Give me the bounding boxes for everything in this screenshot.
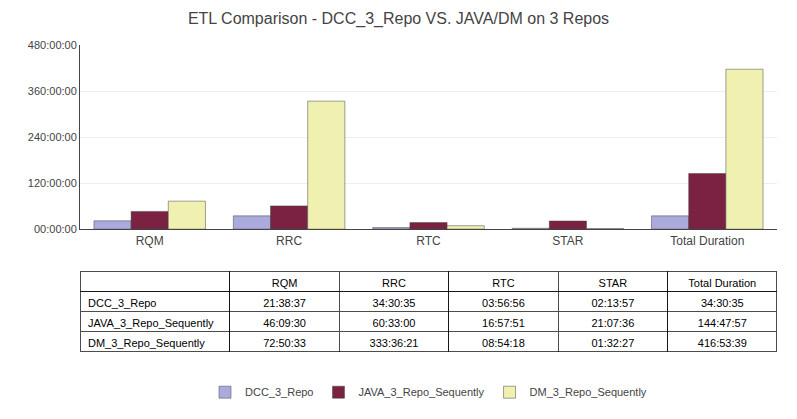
svg-text:03:56:56: 03:56:56 bbox=[482, 297, 525, 309]
svg-text:46:09:30: 46:09:30 bbox=[263, 317, 306, 329]
svg-text:RTC: RTC bbox=[492, 277, 514, 289]
svg-text:02:13:57: 02:13:57 bbox=[591, 297, 634, 309]
svg-text:08:54:18: 08:54:18 bbox=[482, 337, 525, 349]
svg-text:RQM: RQM bbox=[272, 277, 298, 289]
svg-text:RTC: RTC bbox=[416, 234, 441, 248]
svg-text:STAR: STAR bbox=[599, 277, 628, 289]
svg-text:JAVA_3_Repo_Sequently: JAVA_3_Repo_Sequently bbox=[358, 386, 484, 398]
svg-text:01:32:27: 01:32:27 bbox=[591, 337, 634, 349]
svg-text:RQM: RQM bbox=[136, 234, 164, 248]
svg-text:240:00:00: 240:00:00 bbox=[28, 131, 77, 143]
svg-text:416:53:39: 416:53:39 bbox=[698, 337, 747, 349]
svg-text:Total Duration: Total Duration bbox=[670, 234, 744, 248]
svg-text:144:47:57: 144:47:57 bbox=[698, 317, 747, 329]
svg-text:34:30:35: 34:30:35 bbox=[701, 297, 744, 309]
svg-text:333:36:21: 333:36:21 bbox=[370, 337, 419, 349]
svg-text:21:07:36: 21:07:36 bbox=[591, 317, 634, 329]
svg-text:ETL Comparison - DCC_3_Repo VS: ETL Comparison - DCC_3_Repo VS. JAVA/DM … bbox=[188, 10, 609, 28]
svg-text:DM_3_Repo_Sequently: DM_3_Repo_Sequently bbox=[530, 386, 647, 398]
svg-text:DCC_3_Repo: DCC_3_Repo bbox=[88, 297, 156, 309]
svg-text:DCC_3_Repo: DCC_3_Repo bbox=[245, 386, 313, 398]
svg-text:120:00:00: 120:00:00 bbox=[28, 177, 77, 189]
svg-text:RRC: RRC bbox=[276, 234, 302, 248]
svg-text:STAR: STAR bbox=[552, 234, 583, 248]
svg-text:16:57:51: 16:57:51 bbox=[482, 317, 525, 329]
svg-text:34:30:35: 34:30:35 bbox=[373, 297, 416, 309]
svg-text:60:33:00: 60:33:00 bbox=[373, 317, 416, 329]
svg-text:Total Duration: Total Duration bbox=[688, 277, 756, 289]
svg-text:480:00:00: 480:00:00 bbox=[28, 39, 77, 51]
svg-text:72:50:33: 72:50:33 bbox=[263, 337, 306, 349]
svg-text:JAVA_3_Repo_Sequently: JAVA_3_Repo_Sequently bbox=[88, 317, 214, 329]
svg-text:21:38:37: 21:38:37 bbox=[263, 297, 306, 309]
svg-text:RRC: RRC bbox=[382, 277, 406, 289]
svg-text:DM_3_Repo_Sequently: DM_3_Repo_Sequently bbox=[88, 337, 205, 349]
svg-text:00:00:00: 00:00:00 bbox=[34, 223, 77, 235]
svg-text:360:00:00: 360:00:00 bbox=[28, 85, 77, 97]
